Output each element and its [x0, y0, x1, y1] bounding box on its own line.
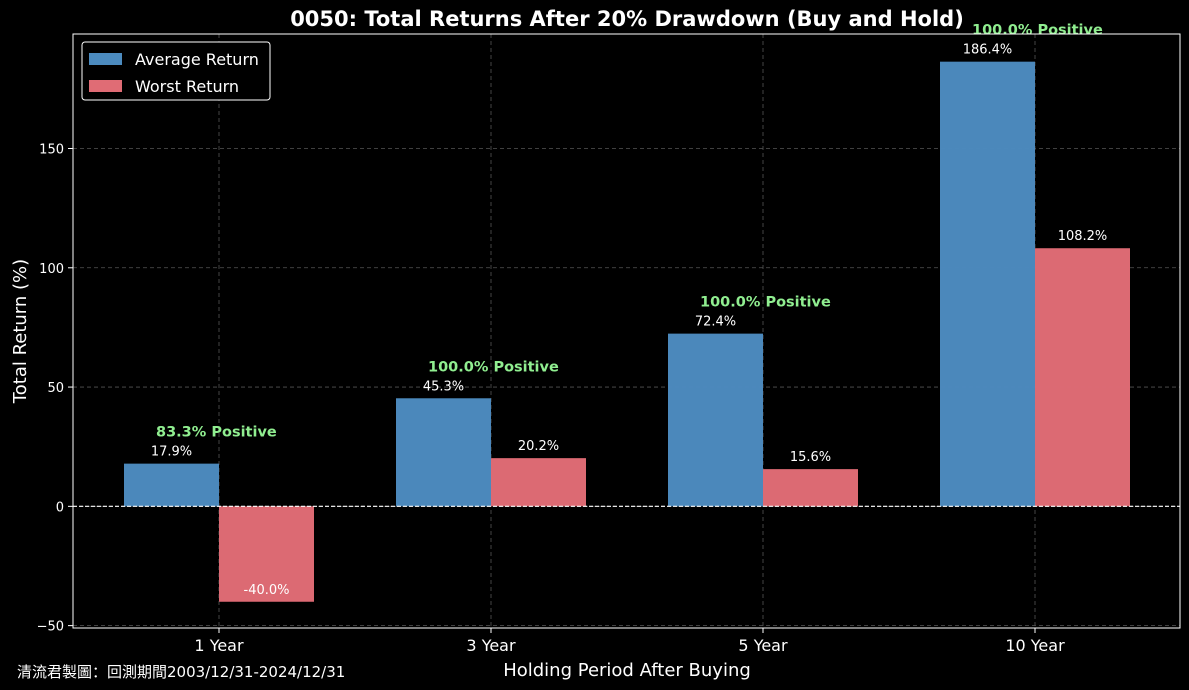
- bar-worst: [491, 458, 586, 507]
- x-tick-label: 5 Year: [738, 636, 788, 655]
- legend: Average Return Worst Return: [81, 41, 271, 101]
- footer-note: 清流君製圖：回測期間2003/12/31-2024/12/31: [17, 663, 346, 681]
- bar-value-label: -40.0%: [244, 583, 290, 598]
- positive-rate-annotation: 83.3% Positive: [156, 425, 277, 441]
- bar-value-label: 45.3%: [423, 379, 464, 394]
- y-tick-label: 150: [39, 143, 64, 158]
- legend-box: [81, 41, 271, 101]
- bar-average: [668, 333, 763, 507]
- bar-average: [396, 398, 491, 507]
- plot-frame: [72, 33, 1181, 629]
- y-tick-label: 0: [56, 500, 64, 515]
- bar-value-label: 20.2%: [518, 439, 559, 454]
- data-labels: 17.9% 45.3% 72.4% 186.4% -40.0% 20.2% 15.6% 108…: [151, 23, 1107, 598]
- bar-value-label: 17.9%: [151, 445, 192, 460]
- legend-label: Average Return: [135, 50, 259, 69]
- y-axis-title: Total Return (%): [10, 259, 31, 404]
- bars: [124, 61, 1130, 602]
- positive-rate-annotation: 100.0% Positive: [428, 359, 559, 375]
- bar-value-label: 72.4%: [695, 315, 736, 330]
- x-axis-title: Holding Period After Buying: [503, 660, 751, 681]
- bar-worst: [219, 506, 314, 602]
- chart-title: 0050: Total Returns After 20% Drawdown (…: [290, 7, 964, 31]
- y-tick-label: 100: [39, 262, 64, 277]
- bar-average: [124, 463, 219, 507]
- positive-rate-annotation: 100.0% Positive: [972, 23, 1103, 39]
- bar-average: [940, 61, 1035, 507]
- axes: −50 0 50 100 150 1 Year 3 Year 5 Year 10 Year: [37, 33, 1181, 655]
- bar-worst: [763, 469, 858, 507]
- bar-value-label: 186.4%: [963, 43, 1013, 58]
- x-tick-label: 3 Year: [466, 636, 516, 655]
- bar-value-label: 108.2%: [1058, 229, 1108, 244]
- legend-swatch: [89, 80, 122, 92]
- y-tick-label: −50: [37, 620, 64, 635]
- legend-swatch: [89, 53, 122, 65]
- bar-worst: [1035, 248, 1130, 507]
- x-tick-label: 1 Year: [194, 636, 244, 655]
- x-tick-label: 10 Year: [1005, 636, 1065, 655]
- bar-value-label: 15.6%: [790, 450, 831, 465]
- positive-rate-annotation: 100.0% Positive: [700, 295, 831, 311]
- legend-label: Worst Return: [135, 77, 239, 96]
- y-tick-label: 50: [47, 381, 64, 396]
